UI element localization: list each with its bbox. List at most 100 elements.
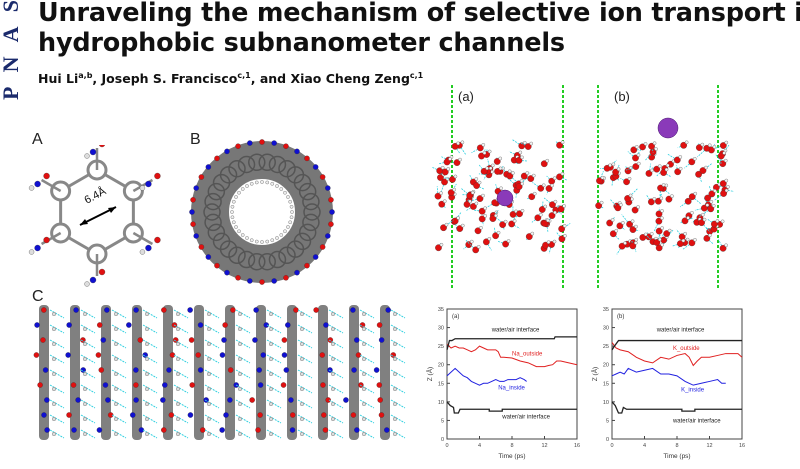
oxygen-atom — [527, 175, 535, 182]
amide-atom — [322, 427, 329, 433]
oxygen-atom — [534, 214, 542, 222]
amide-atom — [222, 322, 228, 328]
hydrogen-bond — [49, 369, 65, 379]
nitrogen-atom — [145, 180, 152, 188]
amide-atom — [95, 352, 102, 358]
amide-atom — [260, 352, 266, 358]
amide-atom — [325, 233, 331, 239]
amide-atom — [343, 397, 349, 403]
hydrogen-atom — [693, 238, 697, 242]
amide-atom — [247, 140, 253, 146]
hydrogen-atom — [724, 243, 728, 248]
hydrogen-atom — [724, 158, 728, 163]
oxygen-atom — [473, 182, 480, 189]
oxygen-atom — [476, 144, 484, 152]
hydrogen-atom — [553, 210, 557, 215]
hydrogen-atom — [362, 432, 366, 436]
oxygen-atom — [719, 142, 727, 149]
benzene-ring — [204, 192, 222, 211]
hydrogen-atom — [269, 387, 273, 391]
hydrogen-atom — [270, 182, 275, 186]
benzene-ring — [293, 173, 312, 192]
hydrogen-atom — [458, 157, 462, 162]
hydrogen-bond — [235, 399, 251, 409]
hydrogen-bond — [390, 354, 406, 364]
hydrogen-atom — [331, 342, 335, 346]
hydrogen-bond — [80, 354, 96, 364]
oxygen-atom — [492, 232, 499, 240]
amide-atom — [75, 397, 81, 403]
hydrogen-atom — [265, 239, 269, 244]
oxygen-atom — [499, 221, 506, 228]
hydrogen-bond — [111, 399, 127, 409]
hydrogen-atom — [713, 189, 717, 193]
amide-atom — [319, 352, 326, 358]
hydrogen-atom — [145, 342, 149, 346]
hydrogen-bond — [359, 369, 375, 379]
hydrogen-bond — [173, 429, 189, 439]
hydrogen-bond — [359, 429, 375, 439]
hydrogen-atom — [207, 372, 211, 376]
oxygen-atom — [660, 169, 667, 176]
hydrogen-bond — [173, 384, 189, 394]
oxygen-atom — [698, 219, 705, 226]
amide-atom — [187, 412, 194, 418]
oxygen-atom — [540, 160, 548, 168]
amide-atom — [126, 322, 132, 328]
hydrogen-bond — [266, 324, 282, 334]
hydrogen-atom — [726, 185, 730, 189]
oxygen-atom — [489, 215, 497, 222]
hydrogen-bond — [390, 324, 406, 334]
hydrogen-atom — [562, 224, 567, 228]
hydrogen-atom — [560, 172, 565, 176]
hydrogen-atom — [234, 195, 238, 199]
hydrogen-atom — [643, 142, 648, 146]
hydrogen-atom — [270, 238, 275, 242]
hydrogen-atom — [683, 232, 687, 236]
amide-atom — [166, 367, 172, 373]
chart-k-trajectory: 0 5 10 15 20 25 30 35 0 4 8 12 16 Time (ps) Z (Å) (b) wa… — [590, 307, 745, 460]
amide-atom — [376, 322, 383, 328]
hydrogen-atom — [238, 342, 242, 346]
amide-atom — [319, 244, 326, 250]
hydrogen-atom — [238, 312, 242, 316]
hydrogen-atom — [702, 217, 707, 222]
hydrogen-bond — [142, 414, 158, 424]
amide-atom — [263, 322, 269, 328]
hydrogen-bond — [111, 414, 127, 424]
amide-atom — [73, 307, 79, 313]
hydrogen-bond — [266, 339, 282, 349]
hydrogen-bond — [359, 384, 375, 394]
benzene-ring — [258, 252, 276, 271]
hydrogen-atom — [468, 199, 472, 204]
oxygen-atom — [609, 230, 617, 238]
amide-atom — [304, 155, 310, 162]
hydrogen-atom — [553, 199, 558, 204]
hydrogen-bond — [80, 339, 96, 349]
oxygen-atom — [711, 220, 718, 228]
hydrogen-atom — [507, 169, 512, 174]
x-tick-label: 12 — [706, 443, 712, 449]
hydrogen-atom — [52, 402, 56, 406]
oxygen-atom — [556, 141, 563, 149]
hydrogen-bond — [328, 429, 344, 439]
hydrogen-atom — [511, 171, 515, 175]
hydrogen-bond — [111, 339, 127, 349]
hydrogen-atom — [503, 219, 508, 224]
hydrogen-atom — [452, 187, 456, 192]
hydrogen-atom — [300, 432, 304, 436]
hydrogen-atom — [690, 211, 694, 215]
amide-atom — [319, 174, 326, 180]
hydrogen-bond — [235, 354, 251, 364]
hydrogen-atom — [84, 281, 90, 287]
hydrogen-atom — [650, 232, 654, 236]
oxygen-atom — [629, 226, 637, 233]
hydrogen-bond — [80, 369, 96, 379]
amide-atom — [280, 382, 287, 388]
hydrogen-atom — [279, 233, 284, 237]
oxygen-atom — [465, 241, 473, 248]
series-line-k_outside — [611, 342, 743, 367]
benzene-ring — [298, 182, 317, 201]
hydrogen-bond — [49, 384, 65, 394]
oxygen-atom — [720, 190, 727, 197]
